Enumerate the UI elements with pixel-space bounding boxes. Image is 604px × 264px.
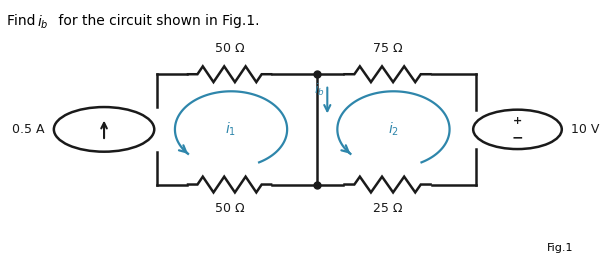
Text: $i_2$: $i_2$ [388,121,399,138]
Text: $i_b$: $i_b$ [37,14,49,31]
Text: 10 V: 10 V [571,123,599,136]
Text: Find: Find [7,14,39,28]
Text: 50 Ω: 50 Ω [215,202,245,215]
Text: for the circuit shown in Fig.1.: for the circuit shown in Fig.1. [54,14,259,28]
Text: 75 Ω: 75 Ω [373,41,402,55]
Text: −: − [512,131,523,145]
Text: Fig.1: Fig.1 [547,243,574,253]
Text: 50 Ω: 50 Ω [215,41,245,55]
Text: $i_1$: $i_1$ [225,121,237,138]
Text: 25 Ω: 25 Ω [373,202,402,215]
Text: $i_b$: $i_b$ [313,82,324,98]
Text: 0.5 A: 0.5 A [13,123,45,136]
Text: +: + [513,116,522,126]
